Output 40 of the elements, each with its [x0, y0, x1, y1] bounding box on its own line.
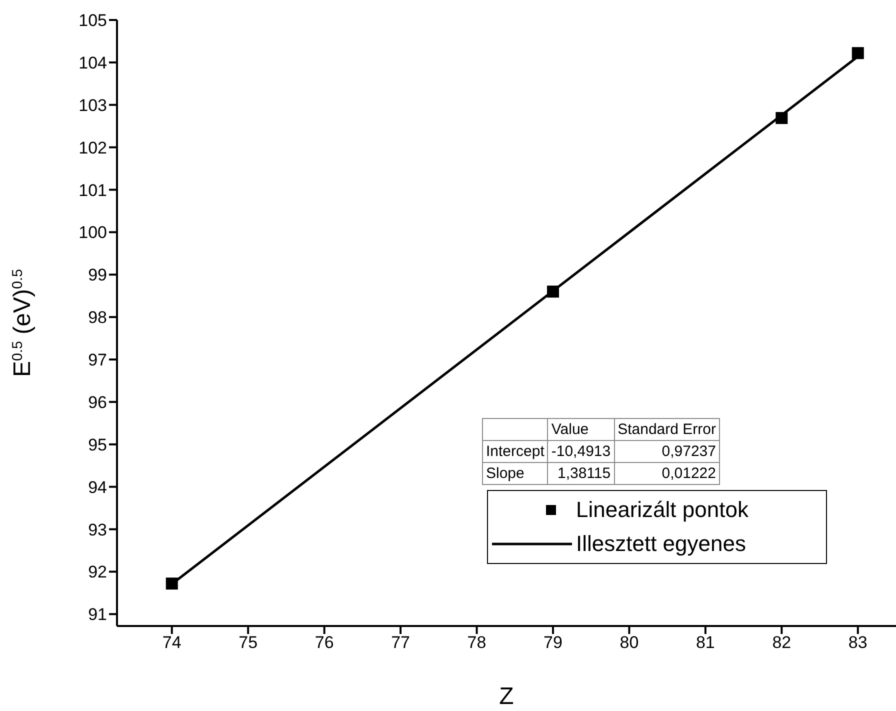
point	[776, 112, 788, 124]
annotation: Slope	[482, 462, 548, 484]
y-tick-label: 95	[88, 435, 107, 454]
y-tick-label: 104	[78, 53, 107, 72]
x-tick-label: 74	[162, 633, 182, 652]
x-tick-label: 77	[391, 633, 410, 652]
y-tick-label: 99	[88, 266, 107, 285]
y-tick-label: 100	[78, 223, 107, 242]
point	[166, 578, 178, 590]
x-tick-label: 81	[696, 633, 715, 652]
x-tick-label: 82	[772, 633, 792, 652]
point	[546, 286, 559, 298]
y-tick-label: 92	[88, 562, 107, 582]
x-tick-label: 75	[238, 633, 258, 652]
y-tick-label: 103	[78, 96, 107, 115]
annotation: 1,38115	[548, 462, 614, 484]
y-tick-label: 101	[78, 180, 107, 200]
x-tick-label: 78	[467, 633, 486, 652]
legend-label: Linearizált pontok	[576, 497, 748, 523]
x-tick-label: 79	[544, 633, 562, 652]
legend-label: Illesztett egyenes	[576, 531, 746, 557]
y-tick-label: 98	[88, 308, 107, 328]
y-tick-label: 97	[88, 350, 107, 370]
x-axis-title: Z	[499, 683, 514, 710]
annotation: Standard Error	[614, 418, 720, 440]
annotation: Intercept	[482, 440, 548, 462]
annotation: 0,97237	[614, 440, 720, 462]
annotation: 0,01222	[614, 462, 720, 484]
annotation: Value	[548, 418, 614, 440]
x-tick-label: 83	[848, 633, 868, 652]
y-tick-label: 93	[88, 520, 107, 540]
y-tick-label: 94	[88, 478, 107, 497]
x-tick-label: 76	[314, 633, 334, 652]
annotation: -10,4913	[548, 440, 614, 462]
point	[852, 47, 864, 60]
x-tick-label: 80	[620, 633, 639, 652]
y-tick-label: 96	[88, 392, 107, 412]
y-tick-label: 91	[88, 605, 107, 624]
y-tick-label: 105	[78, 11, 107, 30]
y-tick-label: 102	[78, 138, 107, 158]
